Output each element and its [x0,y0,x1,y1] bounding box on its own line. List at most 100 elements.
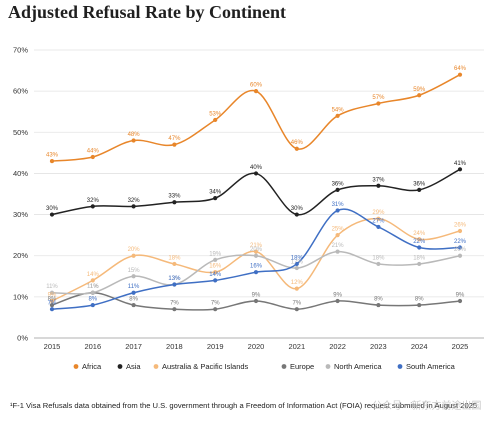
data-point-europe [172,307,177,312]
data-label-asia: 36% [332,181,345,187]
x-tick-label: 2018 [166,342,183,351]
data-label-australia-pacific-islands: 9% [48,292,57,298]
data-point-asia [213,196,218,201]
data-label-south-america: 11% [128,284,140,290]
legend-label: Asia [126,362,141,371]
data-point-europe [294,307,299,312]
data-point-north-america [417,261,422,267]
x-tick-label: 2025 [452,342,469,351]
series-lines [51,74,461,311]
data-point-africa [294,146,299,151]
data-point-south-america [90,302,95,308]
data-point-africa [376,101,381,106]
data-label-north-america: 18% [372,255,385,261]
y-tick-label: 60% [13,87,28,96]
data-label-europe: 8% [374,297,383,303]
legend-swatch [117,364,123,369]
data-point-africa [335,113,340,118]
data-label-south-america: 18% [291,255,304,261]
data-label-north-america: 21% [332,243,345,249]
data-point-europe [335,298,340,304]
x-tick-label: 2024 [411,342,428,351]
data-label-africa: 46% [291,140,304,146]
data-point-africa [253,89,259,94]
y-tick-label: 0% [17,334,28,343]
data-point-australia-pacific-islands [172,261,177,267]
data-point-europe [49,302,55,308]
data-point-africa [172,142,177,147]
data-point-north-america [457,253,463,258]
legend-item-north-america: North America [325,362,382,371]
legend-swatch [325,364,331,369]
data-point-asia [457,167,463,172]
data-label-europe: 9% [252,292,261,298]
data-label-europe: 9% [456,292,465,298]
y-tick-label: 10% [13,292,28,301]
y-tick-label: 40% [13,169,28,178]
data-point-south-america [294,261,299,267]
legend-item-europe: Europe [281,362,314,371]
data-point-australia-pacific-islands [90,278,95,283]
y-axis-tick-labels: 0% 10% 20% 30% 40% 50% 60% 70% [13,46,28,343]
data-point-asia [172,200,177,205]
data-label-asia: 37% [372,177,385,183]
data-label-south-america: 14% [209,272,222,278]
data-label-south-america: 16% [250,264,263,270]
data-label-africa: 54% [332,107,345,113]
data-point-north-america [49,290,55,295]
legend-swatch [397,364,403,369]
data-label-south-america: 22% [413,239,426,245]
data-label-europe: 8% [48,297,57,303]
data-point-asia [131,204,136,209]
data-labels: 43% 44% 48% 47% 53% 60% 46% 54% 57% 59% 64% 30% 32% 3… [46,66,467,307]
chart-title: Adjusted Refusal Rate by Continent [8,2,287,22]
x-tick-label: 2019 [207,342,224,351]
data-point-north-america [253,253,259,258]
legend-label: Europe [290,362,314,371]
data-point-south-america [335,208,340,213]
data-label-africa: 53% [209,111,222,117]
data-point-north-america [335,249,340,254]
data-label-north-america: 17% [291,260,304,266]
data-label-australia-pacific-islands: 24% [413,231,426,237]
data-label-asia: 30% [46,206,59,212]
series-markers [49,72,463,312]
data-point-europe [376,302,381,308]
data-label-north-america: 13% [168,276,181,282]
data-point-north-america [131,274,136,279]
data-point-africa [90,154,95,160]
data-label-australia-pacific-islands: 25% [332,227,345,233]
data-point-europe [213,307,218,312]
data-point-europe [417,302,422,308]
data-label-asia: 36% [413,181,426,187]
data-label-australia-pacific-islands: 26% [454,223,467,229]
data-label-australia-pacific-islands: 12% [291,280,304,286]
data-label-europe: 7% [211,301,220,307]
data-label-north-america: 19% [209,251,222,257]
data-label-asia: 32% [87,198,100,204]
y-tick-label: 20% [13,251,28,260]
data-point-africa [417,93,422,98]
data-label-africa: 47% [168,136,181,142]
data-point-south-america [131,290,136,295]
data-point-south-america [253,270,259,275]
data-point-south-america [417,245,422,250]
data-label-south-america: 31% [332,202,345,208]
data-point-europe [457,298,463,304]
series-line-australia-pacific-islands [51,217,461,302]
legend-item-asia: Asia [117,362,141,371]
data-label-europe: 11% [87,284,99,290]
legend-swatch [281,364,287,369]
data-label-africa: 48% [128,132,141,138]
legend-item-africa: Africa [73,362,102,371]
data-point-australia-pacific-islands [253,249,259,254]
legend-label: South America [406,362,456,371]
data-label-australia-pacific-islands: 14% [87,272,100,278]
legend-label: Africa [82,362,102,371]
data-point-europe [131,302,136,308]
data-label-australia-pacific-islands: 16% [209,264,222,270]
legend-label: Australia & Pacific Islands [162,362,249,371]
x-tick-label: 2023 [370,342,387,351]
data-label-europe: 7% [170,301,179,307]
data-label-europe: 9% [333,292,342,298]
